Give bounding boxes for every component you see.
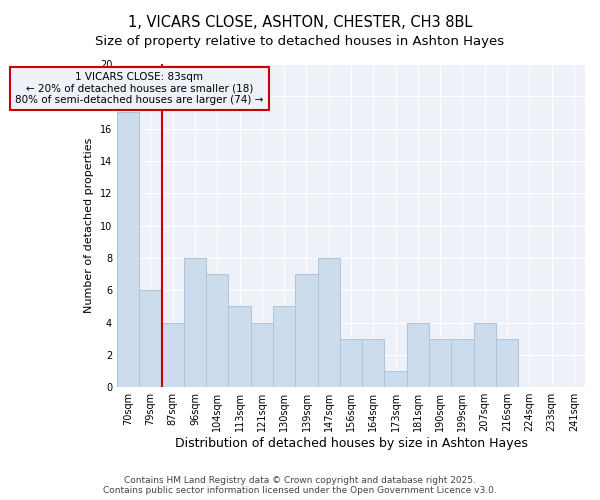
- Bar: [362, 338, 385, 387]
- Bar: [407, 322, 429, 387]
- Bar: [184, 258, 206, 387]
- Bar: [429, 338, 451, 387]
- Bar: [385, 371, 407, 387]
- Y-axis label: Number of detached properties: Number of detached properties: [84, 138, 94, 314]
- Bar: [161, 322, 184, 387]
- Bar: [451, 338, 473, 387]
- Bar: [229, 306, 251, 387]
- Bar: [295, 274, 317, 387]
- Bar: [340, 338, 362, 387]
- Text: Contains HM Land Registry data © Crown copyright and database right 2025.
Contai: Contains HM Land Registry data © Crown c…: [103, 476, 497, 495]
- Bar: [496, 338, 518, 387]
- Text: Size of property relative to detached houses in Ashton Hayes: Size of property relative to detached ho…: [95, 35, 505, 48]
- Text: 1 VICARS CLOSE: 83sqm
← 20% of detached houses are smaller (18)
80% of semi-deta: 1 VICARS CLOSE: 83sqm ← 20% of detached …: [15, 72, 263, 106]
- X-axis label: Distribution of detached houses by size in Ashton Hayes: Distribution of detached houses by size …: [175, 437, 527, 450]
- Bar: [139, 290, 161, 387]
- Bar: [206, 274, 229, 387]
- Bar: [273, 306, 295, 387]
- Text: 1, VICARS CLOSE, ASHTON, CHESTER, CH3 8BL: 1, VICARS CLOSE, ASHTON, CHESTER, CH3 8B…: [128, 15, 472, 30]
- Bar: [317, 258, 340, 387]
- Bar: [117, 112, 139, 387]
- Bar: [251, 322, 273, 387]
- Bar: [473, 322, 496, 387]
